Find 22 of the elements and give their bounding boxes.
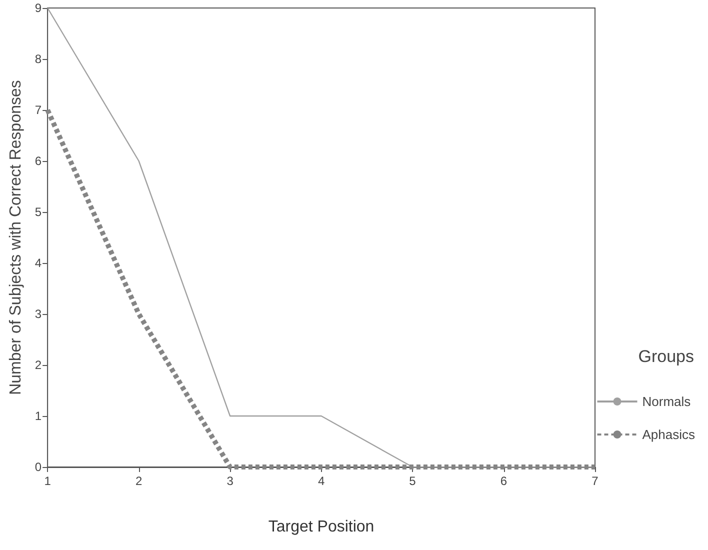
x-tick-label: 2 xyxy=(135,474,142,488)
y-tick-label: 0 xyxy=(34,460,42,474)
y-tick-label: 4 xyxy=(34,256,42,270)
x-tick-label: 3 xyxy=(226,474,234,488)
x-tick-label: 6 xyxy=(500,474,508,488)
legend-label: Normals xyxy=(642,394,692,409)
y-tick-label: 6 xyxy=(34,154,42,168)
y-tick-label: 2 xyxy=(34,358,42,372)
y-tick-label: 3 xyxy=(34,307,42,321)
legend-title: Groups xyxy=(638,347,694,366)
x-tick-label: 1 xyxy=(44,474,52,488)
y-tick-label: 1 xyxy=(34,409,42,423)
x-axis-title: Target Position xyxy=(268,518,374,536)
x-tick-label: 5 xyxy=(409,474,416,488)
y-tick-label: 9 xyxy=(34,1,42,15)
x-tick-label: 4 xyxy=(318,474,325,488)
y-tick-label: 5 xyxy=(34,205,42,219)
legend-label: Aphasics xyxy=(642,427,696,442)
x-tick-label: 7 xyxy=(592,474,599,488)
y-tick-label: 7 xyxy=(34,103,42,117)
y-tick-label: 8 xyxy=(34,52,42,66)
y-axis-title: Number of Subjects with Correct Responses xyxy=(8,80,24,395)
